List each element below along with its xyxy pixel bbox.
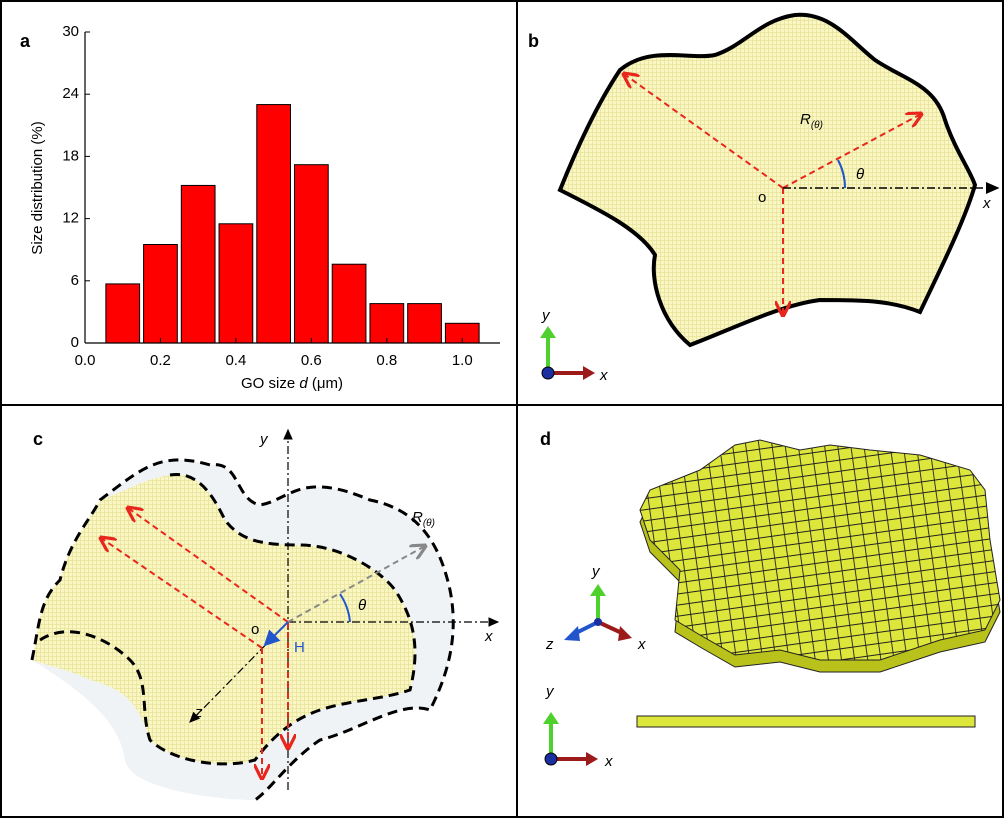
angle-label: θ xyxy=(856,166,864,183)
bar xyxy=(219,224,253,343)
panel-label: c xyxy=(33,429,43,449)
thickness-label: H xyxy=(294,639,305,656)
panel-label: d xyxy=(540,429,551,449)
y-axis-label: Size distribution (%) xyxy=(29,121,46,254)
radius-symbol: R xyxy=(412,509,423,526)
y-tick-label: 30 xyxy=(62,23,79,40)
triad-label: y xyxy=(545,683,555,700)
axis-label: y xyxy=(259,431,269,448)
triad-label: y xyxy=(591,563,601,580)
axis-label: x xyxy=(484,628,493,645)
panel-label: a xyxy=(20,31,31,51)
panel-label: b xyxy=(528,31,539,51)
bar xyxy=(106,284,140,343)
x-tick-label: 0.4 xyxy=(225,352,246,369)
axis-label: z xyxy=(194,704,203,721)
histogram: 0 6 12 18 24 30 0.0 0.2 0.4 0.6 0.8 1.0 xyxy=(62,23,500,369)
angle-label: θ xyxy=(358,597,366,614)
triad-label: y xyxy=(541,307,551,324)
panel-d-diagram: y x z y x xyxy=(543,440,1000,770)
x-tick-label: 0.8 xyxy=(376,352,397,369)
radius-label: R(θ) xyxy=(412,509,435,529)
triad-label: x xyxy=(599,367,608,384)
bar xyxy=(295,165,329,343)
y-tick-label: 18 xyxy=(62,147,79,164)
x-axis-label-part: GO size xyxy=(241,375,299,392)
panel-b-diagram: R(θ) θ o x y x xyxy=(540,15,998,384)
x-tick-label: 0.0 xyxy=(75,352,96,369)
bar xyxy=(257,105,291,343)
origin-label: o xyxy=(758,189,766,206)
radius-subscript: (θ) xyxy=(811,120,823,131)
panel-c-diagram: y x z R(θ) θ o H xyxy=(32,430,498,800)
bar xyxy=(181,185,215,343)
x-tick-label: 0.6 xyxy=(301,352,322,369)
x-tick-label: 1.0 xyxy=(452,352,473,369)
y-tick-label: 12 xyxy=(62,210,79,227)
origin-label: o xyxy=(251,621,259,638)
triad-label: z xyxy=(545,636,554,653)
y-tick-label: 0 xyxy=(71,334,79,351)
triad-label: x xyxy=(604,753,613,770)
bar xyxy=(408,304,442,343)
radius-symbol: R xyxy=(800,111,811,128)
radius-subscript: (θ) xyxy=(423,518,435,529)
axis-label: x xyxy=(982,195,991,212)
x-axis-label-part: (μm) xyxy=(308,375,343,392)
bar xyxy=(144,245,178,343)
y-tick-label: 24 xyxy=(62,85,79,102)
x-axis-label: GO size d (μm) xyxy=(241,375,343,392)
x-tick-label: 0.2 xyxy=(150,352,171,369)
figure: a b c d 0 6 12 18 24 30 0.0 0.2 0.4 0.6 0.8 1.0 Siz… xyxy=(0,0,1004,818)
bar xyxy=(370,304,404,343)
bar xyxy=(332,264,366,343)
triad-label: x xyxy=(637,636,646,653)
y-tick-label: 6 xyxy=(71,272,79,289)
